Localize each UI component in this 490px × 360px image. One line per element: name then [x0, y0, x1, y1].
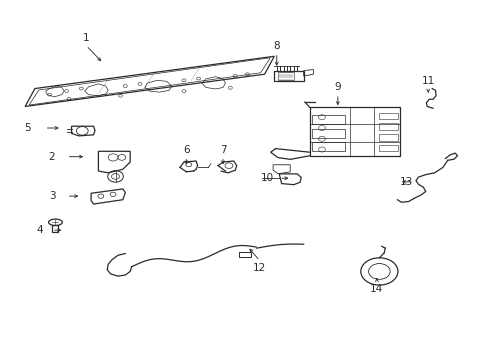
Text: 5: 5: [24, 123, 31, 133]
Text: 2: 2: [49, 152, 55, 162]
Text: 11: 11: [421, 76, 435, 86]
Text: 7: 7: [220, 144, 226, 154]
Text: 6: 6: [183, 144, 190, 154]
Text: 1: 1: [83, 33, 90, 43]
Text: 8: 8: [273, 41, 280, 50]
Text: 10: 10: [260, 173, 273, 183]
Text: 3: 3: [49, 191, 55, 201]
Text: 4: 4: [36, 225, 43, 235]
Text: 14: 14: [370, 284, 384, 294]
Text: 12: 12: [253, 263, 266, 273]
Text: 9: 9: [335, 82, 341, 92]
Text: 13: 13: [400, 177, 413, 187]
